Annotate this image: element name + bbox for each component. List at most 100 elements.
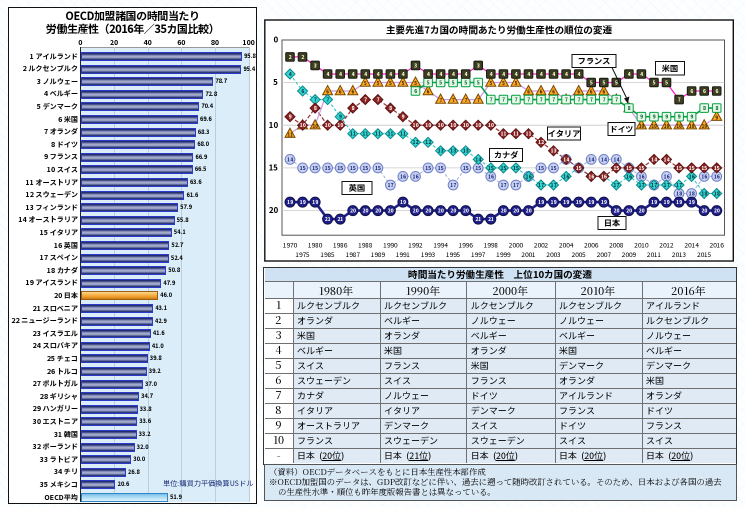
svg-text:2016: 2016 — [710, 241, 724, 250]
svg-text:4: 4 — [376, 71, 380, 78]
svg-text:10: 10 — [300, 122, 306, 129]
svg-text:18: 18 — [676, 190, 682, 197]
svg-text:2007: 2007 — [597, 250, 612, 259]
svg-text:1990: 1990 — [383, 241, 397, 250]
svg-text:4: 4 — [389, 71, 393, 78]
svg-text:10: 10 — [701, 123, 707, 130]
svg-text:15: 15 — [350, 165, 356, 172]
svg-text:7: 7 — [590, 97, 594, 104]
svg-text:14: 14 — [601, 156, 608, 163]
svg-text:12: 12 — [413, 139, 420, 146]
svg-text:21: 21 — [488, 216, 494, 223]
svg-text:11: 11 — [513, 131, 519, 138]
svg-text:16: 16 — [701, 173, 707, 180]
svg-text:フランス: フランス — [578, 55, 611, 67]
svg-text:20: 20 — [450, 208, 456, 215]
svg-text:1999: 1999 — [496, 250, 510, 259]
svg-text:10: 10 — [325, 122, 331, 129]
svg-text:13: 13 — [463, 148, 469, 155]
svg-text:5: 5 — [514, 80, 517, 87]
svg-text:イタリア: イタリア — [548, 128, 581, 140]
svg-text:4: 4 — [540, 71, 544, 78]
svg-text:10: 10 — [337, 122, 343, 129]
svg-text:7: 7 — [602, 97, 606, 104]
svg-text:10: 10 — [312, 123, 318, 130]
svg-text:20: 20 — [526, 208, 532, 215]
svg-text:5: 5 — [477, 79, 480, 86]
svg-text:17: 17 — [538, 182, 545, 189]
svg-text:6: 6 — [552, 89, 555, 96]
svg-text:1980: 1980 — [308, 241, 322, 250]
svg-text:4: 4 — [439, 71, 443, 78]
svg-text:7: 7 — [452, 97, 455, 104]
svg-text:4: 4 — [364, 71, 368, 78]
svg-text:1989: 1989 — [371, 250, 385, 259]
svg-text:15: 15 — [425, 165, 431, 172]
svg-text:2012: 2012 — [659, 241, 674, 250]
svg-text:17: 17 — [613, 182, 620, 189]
svg-text:4: 4 — [640, 71, 644, 78]
svg-text:9: 9 — [690, 114, 693, 121]
svg-text:7: 7 — [326, 97, 330, 104]
svg-text:9: 9 — [665, 114, 668, 121]
svg-text:1988: 1988 — [358, 241, 373, 250]
svg-text:1998: 1998 — [484, 241, 499, 250]
svg-text:20: 20 — [413, 208, 419, 215]
svg-text:3: 3 — [477, 62, 480, 69]
svg-text:20: 20 — [714, 208, 720, 215]
svg-text:16: 16 — [664, 173, 670, 180]
svg-text:1997: 1997 — [471, 250, 486, 259]
svg-text:1985: 1985 — [321, 250, 335, 259]
svg-text:10: 10 — [689, 123, 695, 130]
svg-text:1991: 1991 — [396, 250, 410, 259]
svg-text:2000: 2000 — [509, 241, 523, 250]
svg-text:15: 15 — [488, 165, 494, 172]
svg-text:6: 6 — [427, 89, 430, 96]
svg-text:7: 7 — [376, 97, 380, 104]
svg-text:4: 4 — [326, 71, 330, 78]
svg-text:5: 5 — [590, 79, 593, 86]
svg-text:5: 5 — [615, 79, 618, 86]
svg-text:9: 9 — [678, 114, 681, 121]
svg-text:14: 14 — [613, 156, 620, 163]
svg-text:15: 15 — [714, 165, 720, 172]
svg-text:4: 4 — [427, 71, 431, 78]
svg-text:17: 17 — [450, 182, 457, 189]
svg-text:21: 21 — [475, 216, 481, 223]
svg-text:1992: 1992 — [408, 241, 423, 250]
svg-text:2013: 2013 — [672, 250, 686, 259]
svg-text:5: 5 — [364, 80, 367, 87]
svg-text:7: 7 — [314, 97, 318, 104]
svg-text:8: 8 — [702, 105, 706, 112]
svg-text:10: 10 — [639, 123, 645, 130]
svg-text:5: 5 — [273, 77, 278, 88]
svg-text:8: 8 — [626, 105, 630, 112]
svg-text:11: 11 — [375, 131, 381, 138]
svg-text:7: 7 — [439, 97, 442, 104]
svg-text:5: 5 — [452, 79, 455, 86]
svg-text:5: 5 — [665, 79, 668, 86]
svg-text:15: 15 — [513, 165, 519, 172]
svg-text:10: 10 — [425, 122, 431, 129]
svg-text:10: 10 — [475, 122, 481, 129]
svg-text:17: 17 — [638, 182, 645, 189]
svg-text:15: 15 — [689, 165, 695, 172]
svg-text:16: 16 — [400, 173, 406, 180]
svg-text:15: 15 — [576, 165, 582, 172]
svg-text:5: 5 — [653, 79, 656, 86]
svg-text:11: 11 — [400, 131, 406, 138]
svg-text:10: 10 — [676, 123, 682, 130]
svg-text:15: 15 — [676, 165, 682, 172]
svg-text:19: 19 — [576, 199, 582, 206]
svg-text:10: 10 — [413, 122, 419, 129]
svg-text:15: 15 — [269, 163, 278, 174]
svg-text:1987: 1987 — [346, 250, 361, 259]
svg-text:7: 7 — [364, 97, 368, 104]
svg-text:4: 4 — [627, 71, 631, 78]
svg-text:15: 15 — [475, 165, 481, 172]
svg-text:7: 7 — [565, 97, 569, 104]
svg-text:16: 16 — [626, 173, 632, 180]
svg-text:20: 20 — [613, 208, 619, 215]
svg-text:11: 11 — [526, 131, 532, 138]
svg-text:20: 20 — [638, 208, 644, 215]
